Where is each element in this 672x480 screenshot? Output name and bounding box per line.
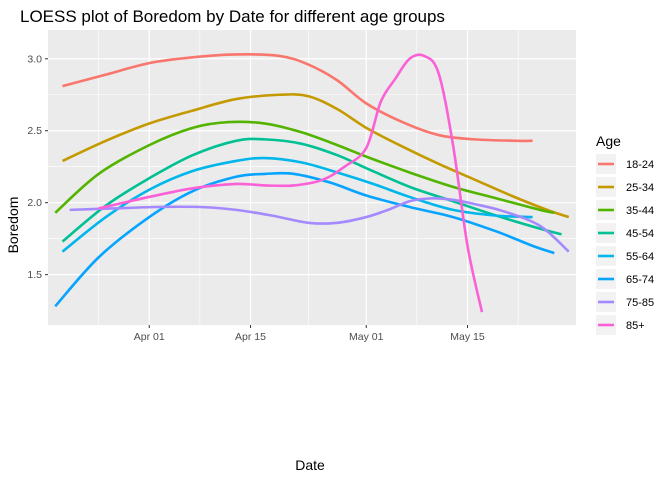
series-line-25-34 xyxy=(61,93,570,219)
x-axis-title: Date xyxy=(295,457,325,473)
series-line-75-85 xyxy=(69,197,570,253)
y-tick-label: 1.5 xyxy=(27,269,42,281)
series-line-55-64 xyxy=(61,156,533,253)
x-tick-label: May 01 xyxy=(349,331,384,343)
y-tick-label: 2.5 xyxy=(27,125,42,137)
legend-label: 45-54 xyxy=(626,228,654,240)
series-line-18-24 xyxy=(62,53,533,143)
series-line-35-44 xyxy=(54,120,555,215)
legend-label: 75-85 xyxy=(626,297,654,309)
legend-label: 18-24 xyxy=(626,159,654,171)
legend-label: 85+ xyxy=(626,320,645,332)
y-tick-label: 3.0 xyxy=(27,53,42,65)
chart-title: LOESS plot of Boredom by Date for differ… xyxy=(20,7,445,26)
legend: Age 18-24 25-34 35-44 45-54 55-64 65-74 75-85 8… xyxy=(596,133,654,335)
y-tick-label: 2.0 xyxy=(27,197,42,209)
series-line-85+ xyxy=(98,53,484,313)
series-line-65-74 xyxy=(54,171,555,308)
axes: 1.5 2.0 2.5 3.0 Apr 01 Apr 15 May 01 May 15 xyxy=(27,53,484,343)
y-axis-title: Boredom xyxy=(5,197,21,254)
x-tick-label: Apr 15 xyxy=(235,331,266,343)
series-lines xyxy=(54,53,570,313)
grid-lines xyxy=(48,30,576,325)
legend-label: 25-34 xyxy=(626,182,654,194)
legend-title: Age xyxy=(596,133,621,149)
legend-label: 65-74 xyxy=(626,274,654,286)
legend-label: 55-64 xyxy=(626,251,654,263)
x-tick-label: May 15 xyxy=(450,331,485,343)
x-tick-label: Apr 01 xyxy=(134,331,165,343)
legend-label: 35-44 xyxy=(626,205,654,217)
